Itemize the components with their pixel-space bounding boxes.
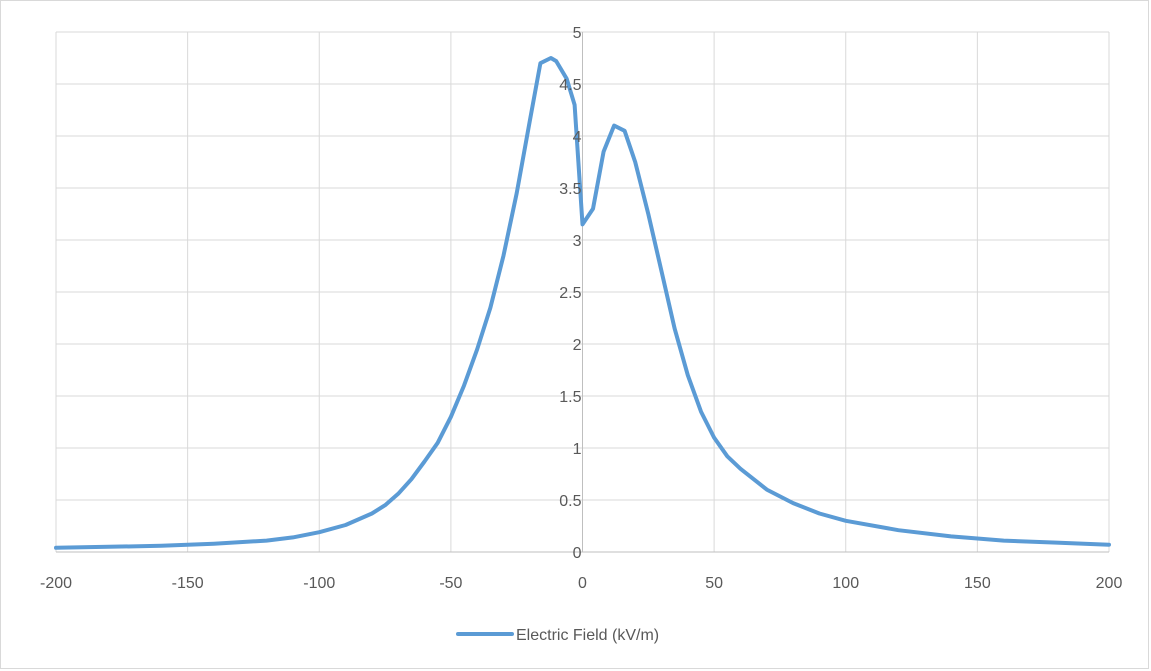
- x-tick-label: 200: [1096, 575, 1123, 592]
- x-tick-label: -100: [303, 575, 335, 592]
- x-tick-label: 100: [832, 575, 859, 592]
- x-tick-label: -150: [172, 575, 204, 592]
- x-tick-label: 0: [578, 575, 587, 592]
- y-tick-label: 4.5: [559, 77, 581, 94]
- y-tick-label: 1.5: [559, 389, 581, 406]
- y-tick-label: 3.5: [559, 181, 581, 198]
- y-tick-label: 1: [573, 441, 582, 458]
- x-tick-label: -200: [40, 575, 72, 592]
- y-tick-label: 2.5: [559, 285, 581, 302]
- y-tick-label: 0.5: [559, 493, 581, 510]
- x-tick-label: -50: [439, 575, 462, 592]
- series-layer: [54, 56, 1111, 550]
- tick-labels: -200 -150 -100 -50 0 50 100 150 200 0 0.5 1 1.5 2 2.5 3…: [40, 25, 1122, 592]
- legend: Electric Field (kV/m): [456, 627, 659, 644]
- y-tick-label: 4: [573, 129, 582, 146]
- y-tick-label: 2: [573, 337, 582, 354]
- y-tick-label: 0: [573, 545, 582, 562]
- x-tick-label: 50: [705, 575, 723, 592]
- x-tick-label: 150: [964, 575, 991, 592]
- series-line: [54, 56, 1111, 550]
- y-tick-label: 3: [573, 233, 582, 250]
- y-tick-label: 5: [573, 25, 582, 42]
- axes: [56, 32, 1109, 553]
- legend-label: Electric Field (kV/m): [516, 627, 659, 644]
